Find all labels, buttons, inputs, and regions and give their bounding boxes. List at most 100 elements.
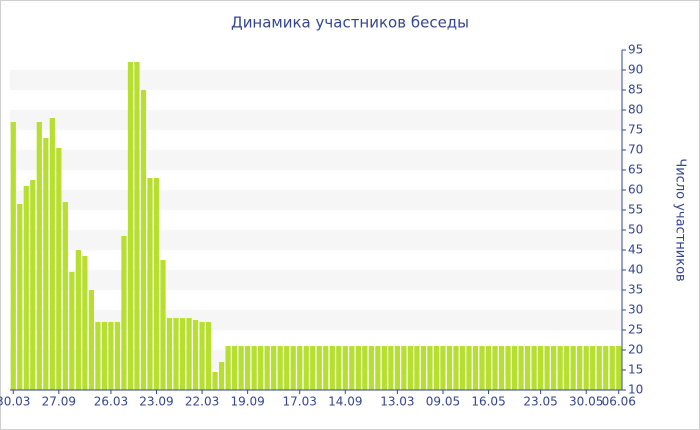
- y-tick-label: 70: [628, 143, 643, 157]
- bar: [23, 186, 29, 390]
- bar: [407, 346, 414, 390]
- bar: [10, 122, 16, 390]
- bar: [616, 346, 622, 390]
- bar: [238, 346, 244, 390]
- bar: [505, 346, 511, 390]
- bar: [355, 346, 361, 390]
- x-tick-label: 17.03: [283, 395, 317, 409]
- bar: [218, 362, 225, 390]
- y-tick-label: 95: [628, 43, 643, 57]
- x-tick-label: 23.09: [139, 395, 173, 409]
- bar: [264, 346, 270, 390]
- bar: [375, 346, 381, 390]
- y-tick-label: 20: [628, 343, 643, 357]
- bar: [590, 346, 596, 390]
- bar: [368, 346, 374, 390]
- bar: [114, 322, 121, 390]
- x-tick-label: 23.05: [523, 395, 557, 409]
- bar: [583, 346, 589, 390]
- y-tick-label: 65: [628, 163, 643, 177]
- bar: [596, 346, 602, 390]
- y-tick-label: 75: [628, 123, 643, 137]
- x-tick-label: 13.03: [380, 395, 414, 409]
- y-tick-label: 30: [628, 303, 643, 317]
- y-tick-label: 80: [628, 103, 643, 117]
- grid-band: [10, 150, 622, 170]
- bar: [43, 138, 49, 390]
- y-tick-label: 60: [628, 183, 643, 197]
- bar: [362, 346, 368, 390]
- bar: [511, 346, 518, 390]
- bar: [290, 346, 296, 390]
- bar: [153, 178, 160, 390]
- bar: [538, 346, 544, 390]
- bar: [342, 346, 348, 390]
- bar: [414, 346, 420, 390]
- bar: [551, 346, 557, 390]
- y-tick-label: 85: [628, 83, 643, 97]
- y-tick-label: 15: [628, 363, 643, 377]
- y-tick-label: 10: [628, 383, 643, 397]
- y-tick-label: 25: [628, 323, 643, 337]
- bar: [310, 346, 316, 390]
- bar: [349, 346, 355, 390]
- bar: [564, 346, 570, 390]
- bar: [95, 322, 101, 390]
- y-tick-label: 40: [628, 263, 643, 277]
- bar: [62, 202, 68, 390]
- bar: [466, 346, 472, 390]
- bar: [199, 322, 205, 390]
- bar: [472, 346, 479, 390]
- bar: [323, 346, 329, 390]
- bar: [192, 320, 199, 390]
- bar: [225, 346, 231, 390]
- bar: [121, 236, 127, 390]
- bar: [427, 346, 433, 390]
- bar: [173, 318, 179, 390]
- bar: [49, 118, 55, 390]
- bar: [420, 346, 427, 390]
- x-tick-label: 09.05: [426, 395, 460, 409]
- bar: [303, 346, 309, 390]
- bar: [479, 346, 485, 390]
- x-tick-label: 16.05: [471, 395, 505, 409]
- bar: [518, 346, 524, 390]
- bar: [147, 178, 153, 390]
- bar: [88, 290, 94, 390]
- bar: [577, 346, 583, 390]
- bar: [531, 346, 537, 390]
- grid-band: [10, 190, 622, 210]
- grid-band: [10, 110, 622, 130]
- bar: [492, 346, 498, 390]
- bar: [271, 346, 277, 390]
- bar: [69, 272, 75, 390]
- bar: [258, 346, 264, 390]
- bar: [336, 346, 342, 390]
- bar: [108, 322, 114, 390]
- bar: [544, 346, 550, 390]
- bar: [75, 250, 81, 390]
- bar: [245, 346, 251, 390]
- bar: [284, 346, 290, 390]
- bar: [609, 346, 615, 390]
- bar: [251, 346, 257, 390]
- bar: [316, 346, 322, 390]
- bar: [212, 372, 218, 390]
- grid-band: [10, 230, 622, 250]
- bar: [394, 346, 400, 390]
- x-tick-label: 19.09: [230, 395, 264, 409]
- y-axis-label: Число участников: [673, 158, 688, 281]
- x-tick-label: 22.03: [185, 395, 219, 409]
- bar: [205, 322, 212, 390]
- bar: [433, 346, 440, 390]
- chart-title: Динамика участников беседы: [231, 14, 469, 32]
- bar: [453, 346, 459, 390]
- bar: [101, 322, 108, 390]
- bar: [401, 346, 407, 390]
- bar: [82, 256, 88, 390]
- x-tick-label: 30.03: [0, 395, 30, 409]
- bar: [186, 318, 192, 390]
- bar: [388, 346, 394, 390]
- y-tick-label: 45: [628, 243, 643, 257]
